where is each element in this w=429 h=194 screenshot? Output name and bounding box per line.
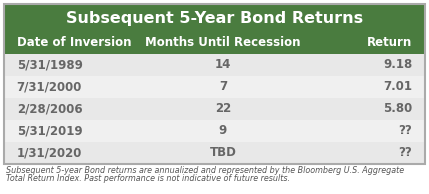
Text: 2/28/2006: 2/28/2006	[17, 102, 82, 115]
Text: 1/31/2020: 1/31/2020	[17, 146, 82, 159]
Text: 7/31/2000: 7/31/2000	[17, 81, 82, 94]
Bar	[4, 54, 425, 76]
Text: TBD: TBD	[209, 146, 236, 159]
Text: Months Until Recession: Months Until Recession	[145, 36, 301, 49]
Bar	[4, 4, 425, 32]
Text: Date of Inversion: Date of Inversion	[17, 36, 131, 49]
Text: 9: 9	[219, 125, 227, 138]
Bar	[4, 142, 425, 164]
Bar	[4, 76, 425, 98]
Text: 5/31/1989: 5/31/1989	[17, 59, 82, 72]
Text: 5.80: 5.80	[383, 102, 412, 115]
Text: 22: 22	[215, 102, 231, 115]
Text: Subsequent 5-Year Bond Returns: Subsequent 5-Year Bond Returns	[66, 10, 363, 25]
Bar	[4, 120, 425, 142]
Text: 5/31/2019: 5/31/2019	[17, 125, 82, 138]
Text: Subsequent 5-year Bond returns are annualized and represented by the Bloomberg U: Subsequent 5-year Bond returns are annua…	[6, 166, 404, 175]
Bar	[4, 4, 425, 164]
Text: 7: 7	[219, 81, 227, 94]
Text: ??: ??	[399, 146, 412, 159]
Text: 9.18: 9.18	[383, 59, 412, 72]
Text: 7.01: 7.01	[384, 81, 412, 94]
Text: Return: Return	[367, 36, 412, 49]
Bar	[4, 32, 425, 54]
Text: Total Return Index. Past performance is not indicative of future results.: Total Return Index. Past performance is …	[6, 174, 290, 183]
Bar	[4, 98, 425, 120]
Text: ??: ??	[399, 125, 412, 138]
Text: 14: 14	[215, 59, 231, 72]
